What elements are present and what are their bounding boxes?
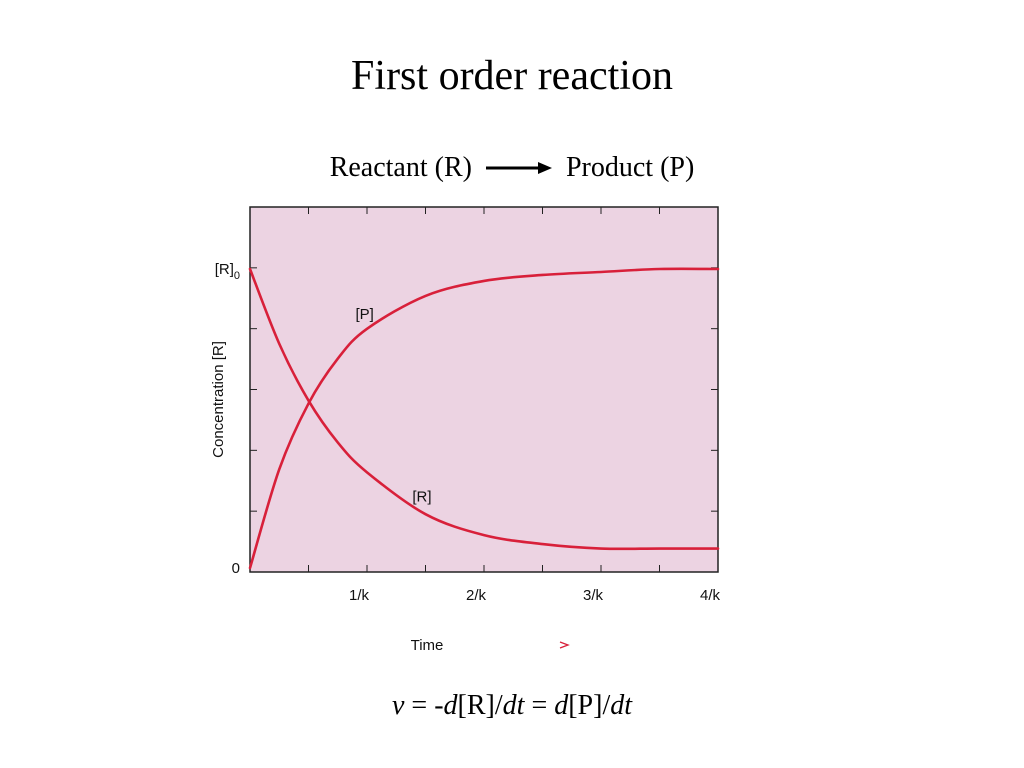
eq-dt-2: dt (610, 690, 633, 721)
reactant-label: Reactant (R) (329, 152, 472, 183)
eq-d-1: d (443, 690, 458, 721)
eq-d-2: d (554, 690, 569, 721)
reaction-arrow-icon (485, 150, 552, 186)
concentration-chart: 1/k 2/k 3/k 4/k 0 [R]0 Concentration [R] Time [P… (180, 195, 760, 675)
slide-title: First order reaction (351, 53, 673, 99)
series-label-product: [P] (355, 306, 373, 323)
eq-part-2: = (524, 690, 555, 721)
plot-background (249, 206, 719, 573)
curves (248, 267, 720, 570)
x-tick-label: 2/k (466, 587, 487, 604)
series-line-product (248, 267, 720, 570)
eq-v: v (391, 690, 405, 721)
x-axis-label: Time (411, 637, 444, 654)
y-tick-label: [R]0 (215, 261, 240, 282)
axes (250, 207, 718, 572)
y-axis-label: Concentration [R] (210, 341, 227, 458)
eq-p: [P]/ (568, 690, 611, 721)
x-tick-label: 3/k (583, 587, 604, 604)
chart-labels: 1/k 2/k 3/k 4/k 0 [R]0 Concentration [R] Time [P… (210, 261, 721, 654)
series-label-reactant: [R] (412, 489, 431, 506)
y-tick-label: 0 (232, 560, 240, 577)
rate-equation: v = -d[R]/dt = d[P]/dt (0, 688, 1024, 724)
series-line-reactant (248, 267, 720, 551)
x-tick-label: 4/k (700, 587, 721, 604)
eq-dt-1: dt (502, 690, 525, 721)
time-arrow-head-icon (559, 641, 570, 649)
chart-svg: 1/k 2/k 3/k 4/k 0 [R]0 Concentration [R] Time [P… (210, 206, 721, 654)
x-tick-label: 1/k (349, 587, 370, 604)
eq-part-1: = - (404, 690, 444, 721)
product-label: Product (P) (565, 152, 695, 183)
reaction-scheme: Reactant (R) Product (P) (0, 150, 1024, 186)
eq-r: [R]/ (457, 690, 503, 721)
